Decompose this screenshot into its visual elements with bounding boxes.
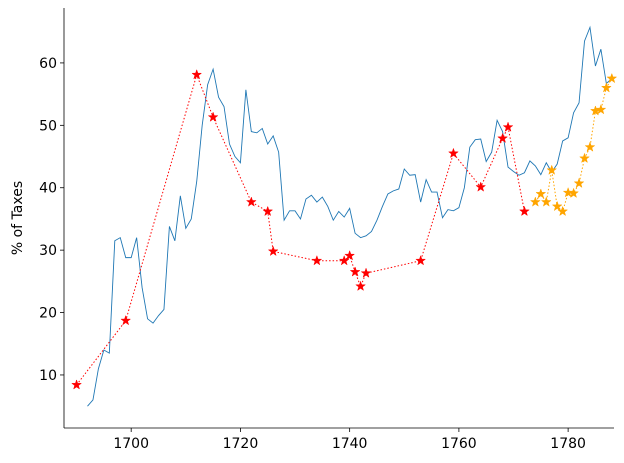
star-marker xyxy=(355,280,367,291)
star-marker xyxy=(518,205,530,217)
star-marker xyxy=(71,379,83,390)
star-marker xyxy=(207,111,219,122)
star-marker xyxy=(546,164,558,175)
y-axis-label: % of Taxes xyxy=(10,181,26,255)
y-tick-label: 30 xyxy=(39,243,57,259)
x-tick-label: 1760 xyxy=(441,436,477,452)
star-marker xyxy=(245,196,257,207)
star-marker xyxy=(475,181,487,192)
star-marker xyxy=(573,177,585,189)
star-marker xyxy=(535,188,547,199)
star-marker xyxy=(529,196,541,207)
y-tick-label: 50 xyxy=(39,118,57,134)
star-marker xyxy=(267,245,279,257)
star-marker xyxy=(568,187,580,199)
y-tick-label: 60 xyxy=(39,56,57,72)
x-tick-label: 1740 xyxy=(332,436,368,452)
series-line xyxy=(76,73,525,386)
star-marker xyxy=(579,152,590,164)
star-marker xyxy=(557,205,569,217)
star-marker xyxy=(447,147,459,159)
star-marker xyxy=(497,132,509,144)
star-marker xyxy=(600,82,612,93)
star-marker xyxy=(360,267,372,278)
series-line xyxy=(87,25,613,407)
star-marker xyxy=(349,266,361,277)
x-tick-label: 1700 xyxy=(113,436,149,452)
star-marker xyxy=(595,103,607,115)
star-marker xyxy=(415,254,427,266)
star-marker xyxy=(584,141,596,152)
y-tick-label: 20 xyxy=(39,306,57,322)
star-marker xyxy=(551,200,563,212)
x-tick-label: 1720 xyxy=(223,436,259,452)
x-tick-label: 1780 xyxy=(550,436,586,452)
star-marker xyxy=(120,314,132,326)
star-marker xyxy=(562,186,574,198)
star-marker xyxy=(606,72,618,84)
star-marker xyxy=(311,254,323,266)
star-marker xyxy=(502,121,514,132)
star-marker xyxy=(191,69,203,80)
star-marker xyxy=(540,196,552,207)
y-tick-label: 10 xyxy=(39,368,57,384)
star-marker xyxy=(262,205,274,217)
y-tick-label: 40 xyxy=(39,181,57,197)
star-marker xyxy=(344,250,356,261)
